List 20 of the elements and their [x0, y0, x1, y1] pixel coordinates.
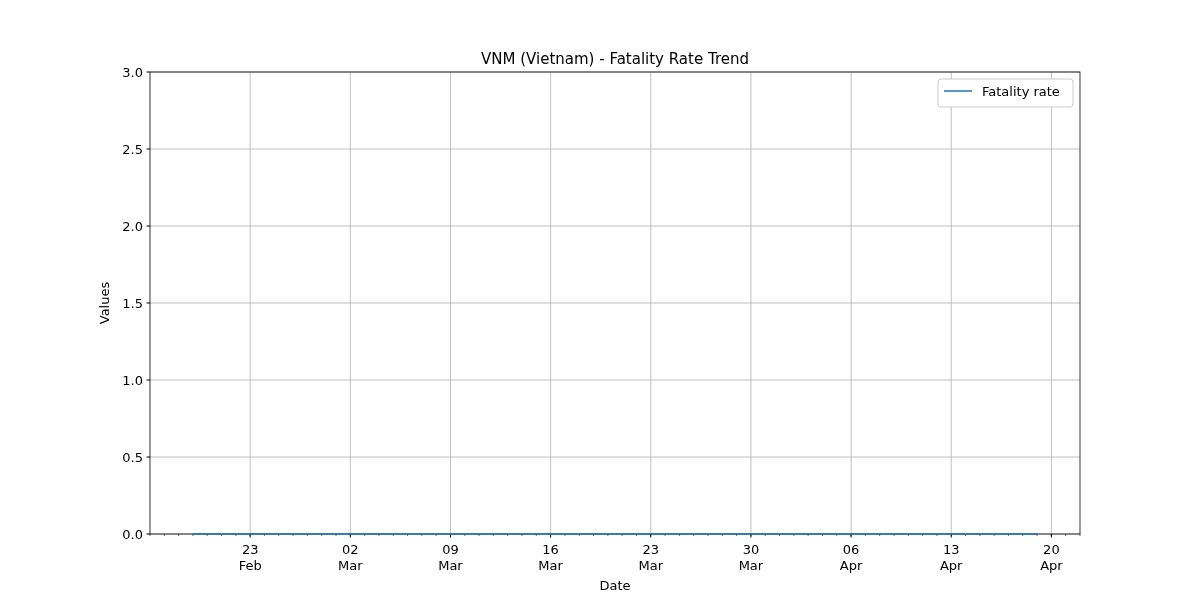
- y-tick-label: 1.0: [122, 372, 143, 388]
- x-tick-label: 23 Mar: [638, 542, 664, 573]
- y-tick-label: 1.5: [122, 295, 143, 311]
- y-tick-label: 0.5: [122, 449, 143, 465]
- x-tick-label: 23 Feb: [238, 542, 262, 573]
- x-tick-label: 30 Mar: [738, 542, 764, 573]
- y-tick-label: 0.0: [122, 526, 143, 542]
- legend-label: Fatality rate: [982, 83, 1060, 99]
- y-axis-title: Values: [97, 281, 112, 325]
- chart-title: VNM (Vietnam) - Fatality Rate Trend: [481, 50, 749, 68]
- y-tick-label: 3.0: [122, 64, 143, 80]
- x-tick-label: 13 Apr: [939, 542, 964, 573]
- x-tick-label: 06 Apr: [839, 542, 863, 573]
- x-tick-label: 16 Mar: [538, 542, 564, 573]
- y-tick-label: 2.5: [122, 141, 143, 157]
- x-tick-label: 02 Mar: [338, 542, 364, 573]
- x-tick-label: 20 Apr: [1040, 542, 1064, 573]
- x-axis-title: Date: [599, 578, 631, 593]
- y-tick-label: 2.0: [122, 218, 143, 234]
- x-tick-label: 09 Mar: [438, 542, 464, 573]
